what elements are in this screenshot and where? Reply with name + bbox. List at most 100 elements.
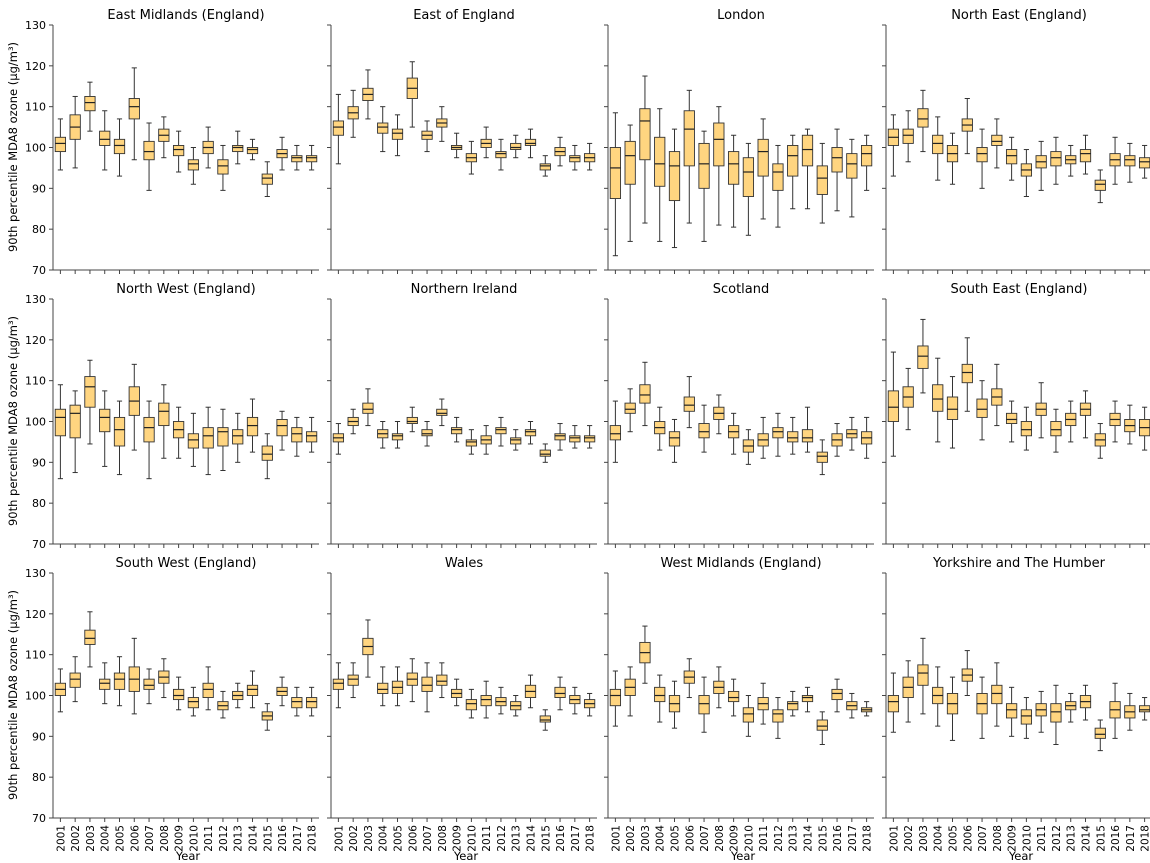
x-tick-label: 2012: [496, 825, 508, 852]
box-2018: [860, 416, 873, 459]
y-axis-label-row-2: 90th percentile MDA8 ozone (μg/m³): [6, 316, 20, 526]
x-tick-label: 2002: [625, 825, 637, 852]
iqr-box: [480, 695, 492, 707]
box-2001: [609, 670, 622, 727]
x-tick-label: 2013: [788, 825, 800, 852]
x-tick-label: 2007: [699, 825, 711, 852]
box-2008: [158, 116, 170, 159]
box-2008: [436, 106, 448, 142]
x-tick-label: 2006: [684, 825, 696, 852]
iqr-box: [99, 678, 111, 690]
box-2003: [917, 637, 929, 715]
x-axis-label-col-1: Year: [175, 849, 201, 863]
iqr-box: [976, 398, 988, 418]
box-2017: [1124, 404, 1136, 445]
iqr-box: [727, 690, 740, 703]
box-2012: [1050, 136, 1062, 185]
x-tick-label: 2011: [1036, 825, 1048, 852]
box-2008: [713, 666, 725, 709]
box-2005: [946, 132, 959, 185]
y-tick-label: 120: [25, 608, 46, 621]
box-2003: [639, 75, 651, 224]
x-tick-label: 2010: [466, 825, 478, 852]
box-2010: [742, 695, 755, 737]
iqr-box: [187, 433, 200, 449]
box-2014: [246, 138, 259, 161]
box-2002: [347, 662, 359, 699]
box-2018: [305, 416, 318, 453]
iqr-box: [1094, 727, 1106, 739]
box-2016: [831, 678, 843, 713]
panel-title: Wales: [445, 556, 484, 571]
iqr-box: [816, 719, 828, 731]
iqr-box: [495, 427, 507, 435]
x-tick-label: 2018: [1140, 825, 1150, 852]
box-2014: [801, 686, 814, 713]
iqr-box: [1138, 705, 1150, 713]
box-2004: [654, 108, 666, 242]
x-tick-label: 2016: [1110, 825, 1122, 852]
box-2004: [654, 406, 666, 451]
box-2013: [1065, 400, 1077, 443]
box-2003: [362, 69, 374, 120]
box-2017: [846, 138, 858, 218]
iqr-box: [99, 130, 111, 146]
x-tick-label: 2016: [832, 825, 844, 852]
iqr-box: [1005, 412, 1018, 424]
iqr-box: [246, 147, 259, 155]
y-tick-label: 130: [25, 567, 46, 580]
x-tick-label: 2001: [610, 825, 622, 852]
box-2014: [524, 421, 537, 445]
iqr-box: [554, 433, 566, 441]
iqr-box: [772, 709, 784, 723]
box-2006: [961, 98, 973, 155]
box-2007: [143, 400, 155, 480]
iqr-box: [305, 155, 318, 163]
x-tick-label: 2009: [452, 825, 464, 852]
x-tick-label: 2004: [378, 825, 390, 852]
box-2004: [99, 110, 111, 171]
box-2018: [305, 144, 318, 171]
box-2012: [772, 412, 784, 457]
iqr-box: [539, 715, 551, 723]
y-tick-label: 100: [25, 142, 46, 155]
panel-2: East of England: [327, 8, 597, 274]
box-2012: [1050, 684, 1062, 745]
iqr-box: [217, 159, 229, 175]
box-2008: [158, 658, 170, 699]
box-2012: [1050, 408, 1062, 453]
box-2012: [217, 144, 229, 191]
x-tick-label: 2018: [307, 825, 319, 852]
iqr-box: [554, 686, 566, 698]
iqr-box: [846, 153, 858, 179]
box-2016: [276, 410, 288, 451]
y-tick-label: 70: [32, 812, 46, 825]
box-2001: [332, 662, 345, 709]
iqr-box: [609, 425, 622, 441]
box-2009: [1005, 400, 1018, 443]
box-2017: [1124, 142, 1136, 183]
iqr-box: [816, 451, 828, 463]
box-2001: [887, 672, 900, 733]
panel-title: London: [717, 8, 765, 23]
x-tick-label: 2009: [1007, 825, 1019, 852]
box-2002: [902, 110, 914, 163]
box-2006: [683, 89, 695, 224]
box-2014: [524, 674, 537, 709]
box-2011: [480, 425, 492, 455]
box-2011: [757, 118, 769, 220]
iqr-box: [727, 151, 740, 185]
box-2006: [683, 658, 695, 699]
iqr-box: [465, 699, 478, 711]
iqr-box: [1020, 709, 1033, 725]
box-2012: [217, 408, 229, 471]
iqr-box: [54, 408, 67, 437]
y-tick-label: 110: [25, 649, 46, 662]
iqr-box: [261, 445, 273, 461]
box-2005: [668, 128, 681, 249]
box-2001: [887, 114, 900, 177]
box-2013: [787, 416, 799, 455]
y-tick-label: 70: [32, 264, 46, 277]
x-tick-label: 2007: [977, 825, 989, 852]
